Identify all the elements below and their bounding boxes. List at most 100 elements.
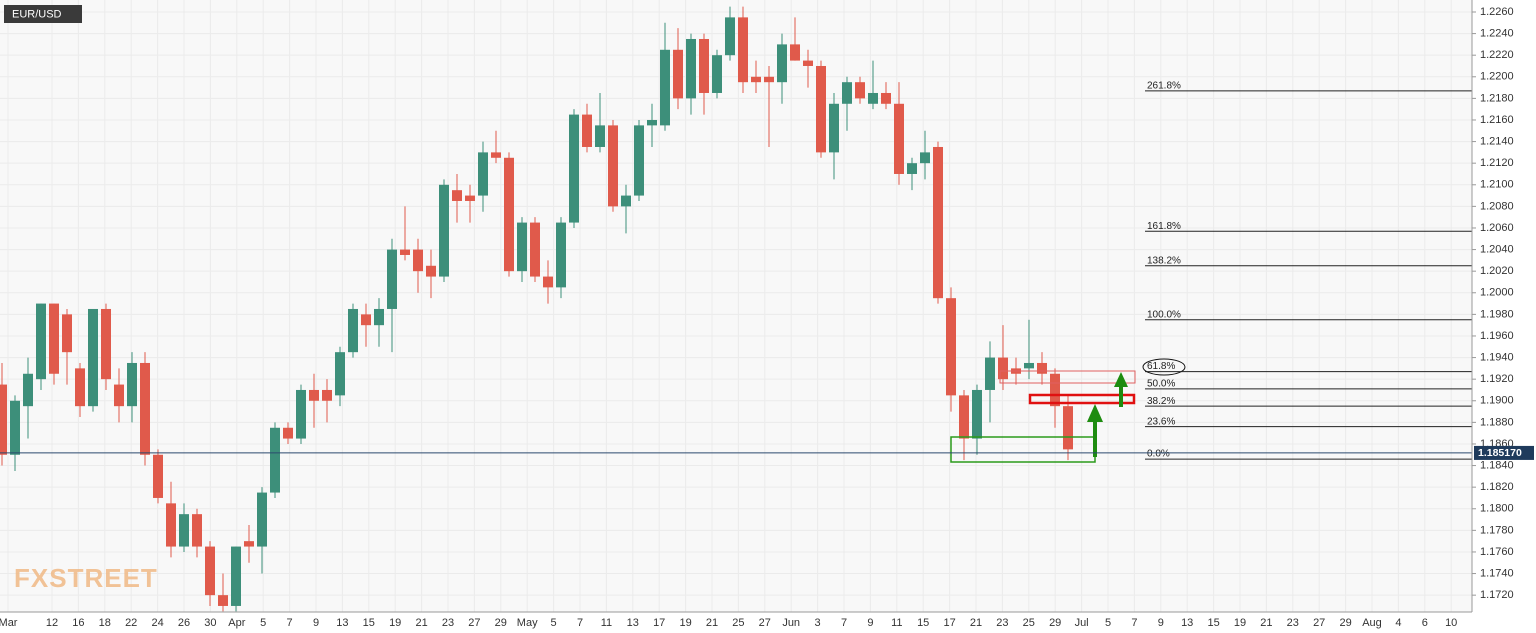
x-tick-label: Aug bbox=[1362, 617, 1382, 629]
candle-body bbox=[452, 190, 462, 201]
x-tick-label: 7 bbox=[841, 617, 847, 629]
candle-body bbox=[153, 454, 163, 498]
candle-body bbox=[738, 17, 748, 83]
y-tick-label: 1.1880 bbox=[1480, 416, 1514, 428]
candle-body bbox=[972, 389, 982, 439]
fib-label: 261.8% bbox=[1147, 80, 1181, 91]
y-tick-label: 1.2060 bbox=[1480, 222, 1514, 234]
y-tick-label: 1.2100 bbox=[1480, 179, 1514, 191]
candle-body bbox=[426, 265, 436, 277]
x-tick-label: 19 bbox=[389, 617, 401, 629]
y-tick-label: 1.1720 bbox=[1480, 589, 1514, 601]
fib-label: 38.2% bbox=[1147, 396, 1175, 407]
candle-body bbox=[608, 125, 618, 207]
x-tick-label: 15 bbox=[1207, 617, 1219, 629]
candle-body bbox=[413, 249, 423, 272]
x-tick-label: 24 bbox=[151, 617, 163, 629]
candle-body bbox=[582, 114, 592, 147]
candle-body bbox=[374, 308, 384, 326]
x-tick-label: 15 bbox=[363, 617, 375, 629]
x-tick-label: 10 bbox=[1445, 617, 1457, 629]
candle-body bbox=[543, 276, 553, 288]
x-tick-label: 21 bbox=[706, 617, 718, 629]
x-tick-label: 7 bbox=[1131, 617, 1137, 629]
x-tick-label: 21 bbox=[415, 617, 427, 629]
x-tick-label: Jun bbox=[782, 617, 800, 629]
y-tick-label: 1.2040 bbox=[1480, 243, 1514, 255]
y-tick-label: 1.2140 bbox=[1480, 135, 1514, 147]
fib-label: 50.0% bbox=[1147, 379, 1175, 390]
candle-body bbox=[530, 222, 540, 277]
x-tick-label: 21 bbox=[970, 617, 982, 629]
x-tick-label: 25 bbox=[732, 617, 744, 629]
x-tick-label: 29 bbox=[1049, 617, 1061, 629]
candle-body bbox=[920, 152, 930, 164]
candle-body bbox=[881, 92, 891, 104]
x-tick-label: Mar bbox=[0, 617, 18, 629]
candle-body bbox=[205, 546, 215, 596]
y-tick-label: 1.2200 bbox=[1480, 71, 1514, 83]
title-box bbox=[4, 5, 82, 23]
candle-body bbox=[348, 308, 358, 353]
x-tick-label: 23 bbox=[442, 617, 454, 629]
x-tick-label: 9 bbox=[867, 617, 873, 629]
y-tick-label: 1.2240 bbox=[1480, 27, 1514, 39]
y-tick-label: 1.2120 bbox=[1480, 157, 1514, 169]
candle-body bbox=[933, 146, 943, 299]
y-tick-label: 1.2020 bbox=[1480, 265, 1514, 277]
candle-body bbox=[855, 82, 865, 99]
current-price-label: 1.185170 bbox=[1478, 447, 1522, 459]
candle-body bbox=[621, 195, 631, 207]
candle-body bbox=[231, 546, 241, 606]
arrow-up bbox=[1114, 372, 1128, 407]
x-tick-label: Apr bbox=[228, 617, 245, 629]
y-tick-label: 1.1820 bbox=[1480, 481, 1514, 493]
x-tick-label: 17 bbox=[653, 617, 665, 629]
candle-body bbox=[166, 503, 176, 547]
resistance-box bbox=[1028, 393, 1136, 405]
candle-body bbox=[725, 17, 735, 56]
x-tick-label: May bbox=[517, 617, 538, 629]
candle-body bbox=[49, 303, 59, 374]
candle-body bbox=[504, 157, 514, 272]
y-tick-label: 1.2220 bbox=[1480, 49, 1514, 61]
fib-label: 0.0% bbox=[1147, 449, 1170, 460]
x-tick-label: 27 bbox=[1313, 617, 1325, 629]
candle-body bbox=[114, 384, 124, 407]
x-tick-label: 21 bbox=[1260, 617, 1272, 629]
candle-body bbox=[283, 427, 293, 439]
candle-body bbox=[790, 44, 800, 61]
candle-body bbox=[946, 298, 956, 396]
y-tick-label: 1.1920 bbox=[1480, 373, 1514, 385]
candle-body bbox=[88, 308, 98, 407]
candle-body bbox=[686, 38, 696, 99]
resistance-zone bbox=[999, 370, 1136, 384]
y-tick-label: 1.1760 bbox=[1480, 546, 1514, 558]
candle-body bbox=[634, 125, 644, 196]
fib-label: 23.6% bbox=[1147, 416, 1175, 427]
candle-body bbox=[296, 389, 306, 439]
x-tick-label: 29 bbox=[1339, 617, 1351, 629]
x-tick-label: 27 bbox=[468, 617, 480, 629]
x-tick-label: 13 bbox=[1181, 617, 1193, 629]
x-tick-label: 12 bbox=[46, 617, 58, 629]
x-tick-label: 23 bbox=[996, 617, 1008, 629]
x-tick-label: 15 bbox=[917, 617, 929, 629]
fib-label: 161.8% bbox=[1147, 221, 1181, 232]
fib-label: 100.0% bbox=[1147, 309, 1181, 320]
candle-body bbox=[140, 362, 150, 455]
x-tick-label: 3 bbox=[815, 617, 821, 629]
x-tick-label: 7 bbox=[287, 617, 293, 629]
candle-body bbox=[842, 82, 852, 104]
candle-body bbox=[803, 60, 813, 66]
candle-body bbox=[192, 514, 202, 547]
y-tick-label: 1.2080 bbox=[1480, 200, 1514, 212]
candle-body bbox=[361, 314, 371, 326]
x-tick-label: 7 bbox=[577, 617, 583, 629]
candle-body bbox=[712, 55, 722, 93]
candle-body bbox=[439, 184, 449, 277]
highlight-ellipse bbox=[1142, 358, 1186, 376]
x-tick-label: 11 bbox=[601, 617, 612, 629]
candle-body bbox=[322, 389, 332, 401]
candle-body bbox=[985, 357, 995, 390]
